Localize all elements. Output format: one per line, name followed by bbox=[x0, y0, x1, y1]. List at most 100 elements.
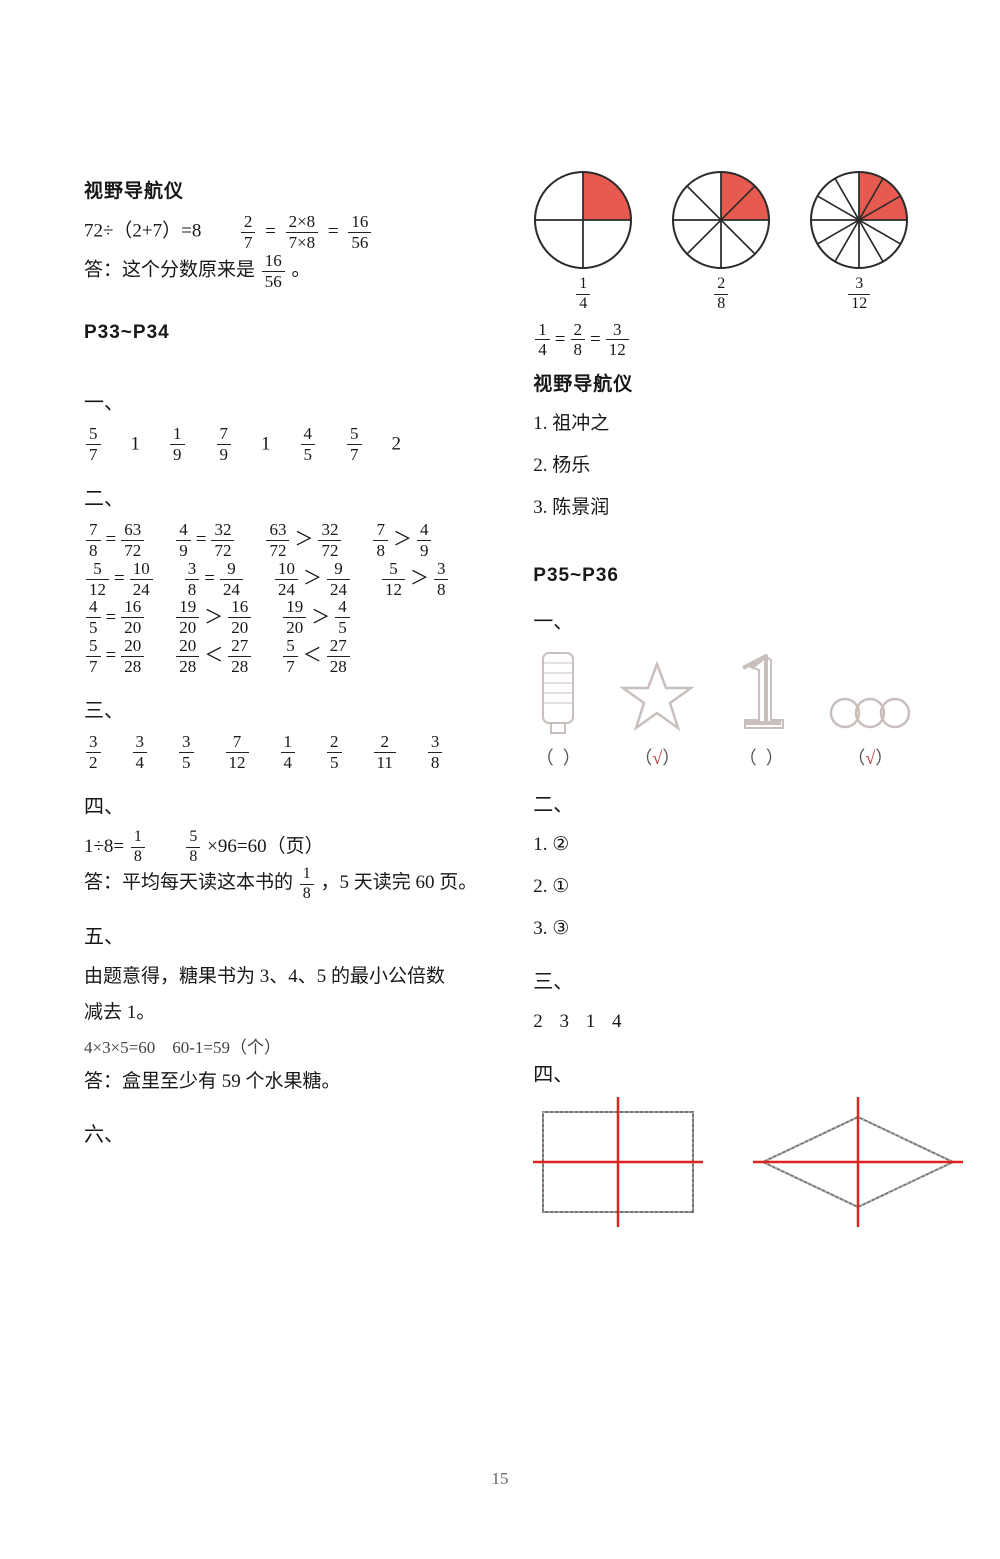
r-sec3-row: 2 3 1 4 bbox=[533, 1004, 963, 1040]
fraction: 211 bbox=[374, 733, 396, 772]
r-section-1: 一、 bbox=[533, 605, 963, 634]
sec5-ans: 答：盒里至少有 59 个水果糖。 bbox=[84, 1064, 477, 1100]
fraction: 57 bbox=[347, 425, 362, 464]
names-list: 1. 祖冲之 2. 杨乐 3. 陈景润 bbox=[533, 406, 963, 526]
p35-heading: P35~P36 bbox=[533, 565, 963, 587]
symmetry-rhombus bbox=[753, 1097, 963, 1227]
sec2-rows: 78=637249=32726372＞327278＞49512=102438=9… bbox=[84, 521, 477, 676]
sec4-ans: 答：平均每天读这本书的 18 ，5 天读完 60 页。 bbox=[84, 865, 477, 902]
sec5-eq: 4×3×5=60 60-1=59（个） bbox=[84, 1032, 477, 1064]
fraction: 3272 bbox=[211, 521, 234, 560]
comparison-line: 45=16201920＞16201920＞45 bbox=[84, 598, 477, 637]
left-column: 视野导航仪 72÷（2+7）=8 27 = 2×87×8 = 1656 答：这个… bbox=[84, 170, 495, 1459]
comb-icon: （ ） bbox=[533, 648, 583, 770]
fraction: 45 bbox=[86, 598, 101, 637]
r-sec2-items: 1. ② 2. ① 3. ③ bbox=[533, 827, 963, 947]
fraction: 14 bbox=[281, 733, 296, 772]
right-column: 14 28 312 14=28=312 视野导航仪 1. 祖冲之 2. 杨乐 3. 陈景… bbox=[523, 170, 963, 1459]
nav-heading-left: 视野导航仪 bbox=[84, 176, 477, 203]
r-section-4: 四、 bbox=[533, 1058, 963, 1087]
comparison-line: 57=20282028＜272857＜2728 bbox=[84, 637, 477, 676]
fraction: 19 bbox=[170, 425, 185, 464]
fraction: 28 bbox=[714, 276, 728, 313]
fraction: 1024 bbox=[275, 560, 298, 599]
fraction: 1620 bbox=[121, 598, 144, 637]
fraction: 1920 bbox=[176, 598, 199, 637]
section-3: 三、 bbox=[84, 694, 477, 723]
fraction: 1920 bbox=[283, 598, 306, 637]
r-section-3: 三、 bbox=[533, 965, 963, 994]
symmetry-rectangle bbox=[533, 1097, 703, 1227]
pie-chart-row: 14 28 312 bbox=[533, 170, 963, 313]
nav-heading-right: 视野导航仪 bbox=[533, 369, 963, 396]
fraction: 924 bbox=[327, 560, 350, 599]
sec1-row: 5711979145572 bbox=[84, 425, 477, 464]
pie-chart: 28 bbox=[671, 170, 771, 313]
fraction: 57 bbox=[283, 637, 298, 676]
pie-chart: 14 bbox=[533, 170, 633, 313]
fraction: 57 bbox=[86, 425, 101, 464]
comparison-line: 78=637249=32726372＞327278＞49 bbox=[84, 521, 477, 560]
fraction: 14 bbox=[535, 321, 550, 360]
fraction: 28 bbox=[571, 321, 586, 360]
fraction: 78 bbox=[373, 521, 388, 560]
eq-text: 72÷（2+7）=8 bbox=[84, 221, 201, 242]
fraction: 2028 bbox=[176, 637, 199, 676]
name-item: 3. 陈景润 bbox=[533, 490, 963, 526]
pie-chart: 312 bbox=[809, 170, 909, 313]
fraction: 25 bbox=[327, 733, 342, 772]
section-6: 六、 bbox=[84, 1118, 477, 1147]
fraction: 38 bbox=[428, 733, 443, 772]
fraction: 45 bbox=[335, 598, 350, 637]
page-number: 15 bbox=[0, 1469, 1000, 1489]
fraction: 512 bbox=[86, 560, 109, 599]
fraction: 3272 bbox=[318, 521, 341, 560]
sec5-p2: 减去 1。 bbox=[84, 995, 477, 1031]
p33-heading: P33~P34 bbox=[84, 322, 477, 344]
fraction: 38 bbox=[434, 560, 449, 599]
fraction: 34 bbox=[133, 733, 148, 772]
fraction: 49 bbox=[176, 521, 191, 560]
fraction: 712 bbox=[226, 733, 249, 772]
comparison-line: 512=102438=9241024＞924512＞38 bbox=[84, 560, 477, 599]
list-item: 3. ③ bbox=[533, 911, 963, 947]
sec3-row: 32 34 35 712 14 25 211 38 bbox=[84, 733, 477, 772]
name-item: 2. 杨乐 bbox=[533, 448, 963, 484]
list-item: 2. ① bbox=[533, 869, 963, 905]
answer-1: 答：这个分数原来是 1656 。 bbox=[84, 252, 477, 291]
icons-row: （ ） （√） （ ） （√） bbox=[533, 648, 963, 770]
fraction: 312 bbox=[606, 321, 629, 360]
rings-icon: （√） bbox=[825, 688, 915, 770]
r-section-2: 二、 bbox=[533, 788, 963, 817]
fraction: 2728 bbox=[327, 637, 350, 676]
fraction: 1620 bbox=[228, 598, 251, 637]
sec4-eq: 1÷8= 18 58 ×96=60（页） bbox=[84, 829, 477, 866]
fraction: 1024 bbox=[130, 560, 153, 599]
fraction: 45 bbox=[301, 425, 316, 464]
star-icon: （√） bbox=[617, 658, 697, 770]
fraction: 38 bbox=[185, 560, 200, 599]
fraction: 32 bbox=[86, 733, 101, 772]
fraction-equality: 14=28=312 bbox=[533, 321, 963, 360]
fraction: 512 bbox=[382, 560, 405, 599]
section-4: 四、 bbox=[84, 790, 477, 819]
fraction: 14 bbox=[576, 276, 590, 313]
fraction: 78 bbox=[86, 521, 101, 560]
fraction: 6372 bbox=[121, 521, 144, 560]
fraction: 2028 bbox=[121, 637, 144, 676]
sec5-p1: 由题意得，糖果书为 3、4、5 的最小公倍数 bbox=[84, 959, 477, 995]
one-outline-icon: （ ） bbox=[731, 648, 791, 770]
list-item: 1. ② bbox=[533, 827, 963, 863]
section-5: 五、 bbox=[84, 920, 477, 949]
fraction: 924 bbox=[220, 560, 243, 599]
fraction: 79 bbox=[217, 425, 232, 464]
fraction: 2728 bbox=[228, 637, 251, 676]
fraction: 312 bbox=[848, 276, 870, 313]
name-item: 1. 祖冲之 bbox=[533, 406, 963, 442]
fraction: 57 bbox=[86, 637, 101, 676]
fraction: 6372 bbox=[266, 521, 289, 560]
section-1: 一、 bbox=[84, 386, 477, 415]
fraction: 49 bbox=[417, 521, 432, 560]
fraction: 35 bbox=[179, 733, 194, 772]
equation-72: 72÷（2+7）=8 27 = 2×87×8 = 1656 bbox=[84, 213, 477, 252]
